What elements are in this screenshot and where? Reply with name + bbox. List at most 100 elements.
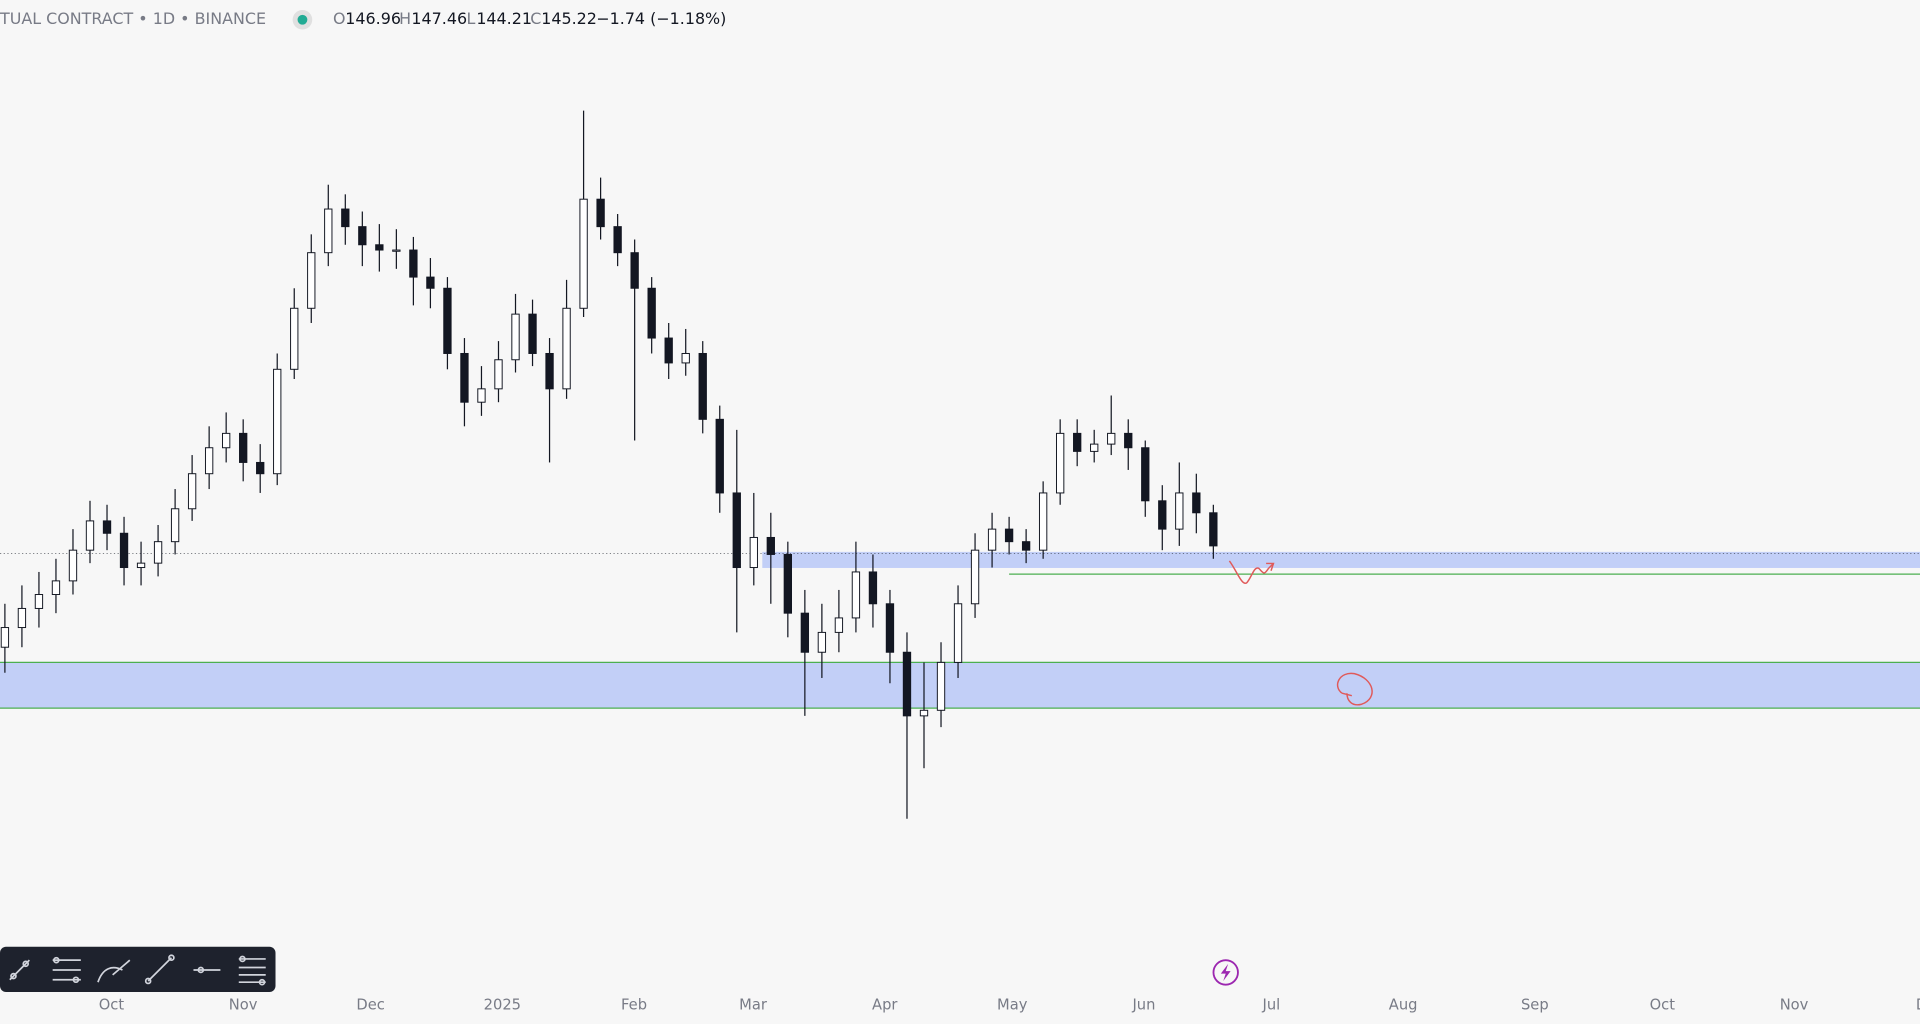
candle-body <box>885 603 895 653</box>
low-label: L <box>467 9 476 28</box>
candle-body <box>749 536 758 569</box>
candle-body <box>1004 528 1014 543</box>
x-tick-label: Jul <box>1262 996 1281 1013</box>
change-value: −1.74 (−1.18%) <box>596 9 726 28</box>
candle-body <box>936 661 946 711</box>
candle-body <box>153 541 163 564</box>
candle-body <box>630 252 639 289</box>
candle-body <box>324 208 333 254</box>
x-tick-label: May <box>997 996 1028 1013</box>
candle-body <box>409 249 418 278</box>
candle-body <box>851 571 861 619</box>
candle-body <box>681 352 690 364</box>
candle-body <box>715 418 724 494</box>
lightning-button[interactable] <box>1212 959 1239 986</box>
candle-body <box>528 313 537 354</box>
tool-line[interactable] <box>144 954 175 985</box>
open-label: O <box>333 9 346 28</box>
tool-channel[interactable] <box>52 956 81 984</box>
candle-body <box>341 208 350 228</box>
candle-body <box>426 276 435 289</box>
high-value: 147.46 <box>411 9 467 28</box>
tool-trend[interactable] <box>9 959 30 981</box>
candle-body <box>613 226 622 254</box>
close-value: 145.22 <box>541 9 597 28</box>
candle-body <box>1141 447 1150 502</box>
candle-body <box>204 447 214 475</box>
candle-body <box>221 432 231 449</box>
candle-body <box>17 607 27 629</box>
symbol: TUAL CONTRACT • 1D • BINANCE <box>0 9 266 28</box>
candle-body <box>0 627 10 648</box>
x-tick-label: Nov <box>1780 996 1809 1013</box>
candle-body <box>834 617 844 633</box>
x-tick-label: Jun <box>1131 996 1155 1013</box>
candle-body <box>919 709 929 717</box>
candle-body <box>443 287 452 354</box>
candle-body <box>477 388 486 403</box>
candle-body <box>732 492 741 569</box>
tool-hline[interactable] <box>193 966 221 974</box>
candle-body <box>375 244 384 251</box>
candle-body <box>170 508 180 543</box>
low-value: 144.21 <box>476 9 532 28</box>
candle-body <box>953 603 963 663</box>
zone <box>762 551 1920 568</box>
candle-body <box>817 631 827 653</box>
candle-body <box>460 352 469 403</box>
candle-body <box>800 612 810 653</box>
x-tick-label: Feb <box>621 996 647 1013</box>
candle-body <box>102 520 112 534</box>
candle-body <box>392 249 401 252</box>
candle-body <box>987 528 997 551</box>
status-dot <box>297 14 308 25</box>
x-tick-label: D <box>1916 996 1920 1013</box>
x-tick-label: Mar <box>739 996 768 1013</box>
tool-brush[interactable] <box>97 959 131 983</box>
drawing-arrow <box>1228 560 1275 584</box>
candle-body <box>970 549 980 605</box>
candle-body <box>68 549 78 582</box>
candle-body <box>494 359 503 390</box>
plot-area <box>0 110 1920 819</box>
x-tick-label: Aug <box>1389 996 1418 1013</box>
candle-body <box>34 594 44 609</box>
candle-body <box>647 287 656 339</box>
candle-body <box>256 461 265 475</box>
drawing-loop <box>1337 672 1373 706</box>
candle-body <box>85 520 95 551</box>
candle-body <box>698 352 707 420</box>
candle-body <box>579 198 588 309</box>
x-tick-label: Oct <box>1650 996 1676 1013</box>
high-label: H <box>399 9 411 28</box>
candle-body <box>664 337 673 364</box>
tool-fib[interactable] <box>238 955 266 986</box>
x-tick-label: Dec <box>356 996 384 1013</box>
candle-body <box>562 307 571 390</box>
candle-body <box>239 432 248 463</box>
candle-body <box>868 571 878 605</box>
candle-body <box>596 198 605 228</box>
open-value: 146.96 <box>345 9 401 28</box>
candle-body <box>187 473 197 510</box>
candle-body <box>1107 432 1116 445</box>
candle-body <box>1209 512 1218 547</box>
candle-body <box>307 252 316 309</box>
candle-body <box>1090 443 1099 452</box>
candle-body <box>545 352 554 390</box>
candle-body <box>1158 500 1167 530</box>
candle-body <box>1021 541 1031 551</box>
candle-body <box>1038 492 1048 551</box>
candle-body <box>1055 432 1065 494</box>
zone <box>0 662 1920 709</box>
x-tick-label: Sep <box>1521 996 1549 1013</box>
x-tick-label: Oct <box>99 996 125 1013</box>
candle-body <box>290 307 299 370</box>
candle-body <box>51 580 61 596</box>
candle-body <box>358 226 367 246</box>
x-tick-label: 2025 <box>484 996 521 1013</box>
drawing-toolbar <box>0 946 276 992</box>
